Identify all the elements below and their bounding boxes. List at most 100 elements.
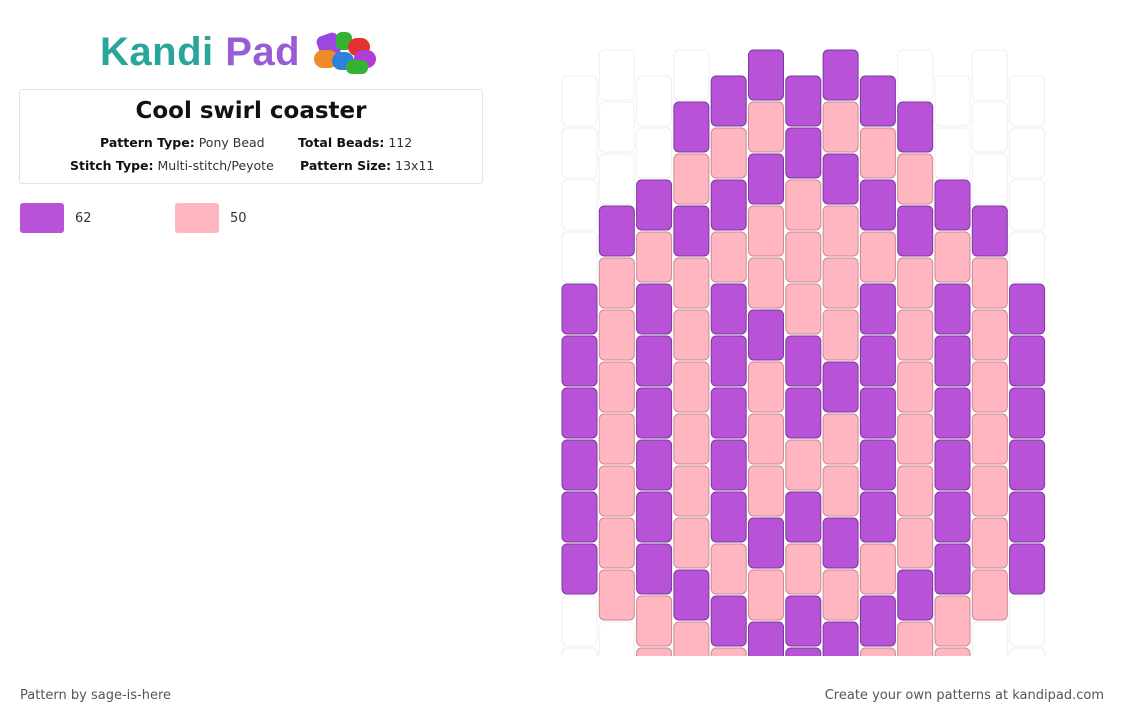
pink-bead: [598, 257, 635, 309]
pink-bead: [971, 309, 1008, 361]
purple-bead: [1009, 283, 1046, 335]
purple-bead: [785, 387, 822, 439]
purple-bead: [710, 439, 747, 491]
pattern-type: Pattern Type: Pony Bead: [100, 135, 265, 150]
pink-bead: [822, 257, 859, 309]
purple-bead: [748, 517, 784, 569]
pink-bead: [748, 205, 784, 257]
pink-bead: [934, 647, 971, 656]
empty-bead: [598, 49, 635, 101]
pink-bead: [971, 569, 1008, 621]
purple-bead: [710, 179, 747, 231]
empty-bead: [673, 49, 710, 101]
pink-bead: [934, 595, 971, 647]
pink-bead: [673, 517, 710, 569]
purple-bead: [673, 205, 710, 257]
purple-bead: [785, 647, 822, 656]
pink-bead: [598, 309, 635, 361]
pattern-title: Cool swirl coaster: [135, 98, 367, 124]
purple-bead: [897, 205, 934, 257]
purple-bead: [785, 335, 822, 387]
pink-bead: [710, 231, 747, 283]
purple-bead: [636, 335, 673, 387]
purple-bead: [673, 101, 710, 153]
purple-bead: [1009, 491, 1046, 543]
pink-bead: [673, 465, 710, 517]
purple-bead: [561, 439, 598, 491]
purple-bead: [748, 309, 784, 361]
pink-bead: [598, 361, 635, 413]
purple-bead: [934, 439, 971, 491]
pink-bead: [822, 205, 859, 257]
total-beads: Total Beads: 112: [298, 135, 413, 150]
purple-bead: [934, 335, 971, 387]
pink-bead: [897, 621, 934, 656]
empty-bead: [934, 75, 971, 127]
purple-bead: [561, 387, 598, 439]
purple-bead: [710, 335, 747, 387]
purple-bead: [934, 387, 971, 439]
create-link[interactable]: Create your own patterns at kandipad.com: [824, 688, 1104, 703]
pink-bead: [710, 127, 747, 179]
pink-bead: [897, 309, 934, 361]
pink-bead: [785, 439, 822, 491]
purple-bead: [710, 595, 747, 647]
pink-bead: [785, 179, 822, 231]
pink-bead: [748, 569, 784, 621]
pink-bead: [859, 127, 896, 179]
pink-bead: [636, 231, 673, 283]
pink-bead: [971, 413, 1008, 465]
pink-bead: [971, 517, 1008, 569]
empty-bead: [1009, 75, 1046, 127]
pink-bead: [822, 569, 859, 621]
empty-bead: [1009, 127, 1046, 179]
pink-bead: [785, 231, 822, 283]
pink-bead: [822, 309, 859, 361]
purple-bead: [859, 595, 896, 647]
empty-bead: [1009, 231, 1046, 283]
purple-bead: [1009, 335, 1046, 387]
purple-bead: [561, 543, 598, 595]
purple-bead: [859, 387, 896, 439]
purple-bead: [897, 101, 934, 153]
pink-bead: [897, 153, 934, 205]
empty-bead: [1009, 179, 1046, 231]
purple-bead: [897, 569, 934, 621]
purple-bead: [1009, 439, 1046, 491]
pink-bead: [971, 465, 1008, 517]
purple-bead: [859, 491, 896, 543]
purple-bead: [934, 543, 971, 595]
purple-bead: [785, 595, 822, 647]
bead-pattern-grid: [561, 49, 1046, 656]
purple-bead: [822, 361, 859, 413]
pink-bead: [748, 257, 784, 309]
pink-bead: [934, 231, 971, 283]
bead-pile-icon: [310, 28, 386, 76]
purple-bead: [934, 283, 971, 335]
pink-bead: [673, 309, 710, 361]
empty-bead: [897, 49, 934, 101]
empty-bead: [598, 153, 635, 205]
empty-bead: [1009, 595, 1046, 647]
empty-bead: [636, 75, 673, 127]
purple-bead: [710, 387, 747, 439]
purple-bead: [636, 179, 673, 231]
pink-bead: [598, 413, 635, 465]
empty-bead: [561, 595, 598, 647]
purple-bead: [561, 335, 598, 387]
purple-bead: [673, 569, 710, 621]
pink-bead: [673, 153, 710, 205]
pink-bead: [598, 517, 635, 569]
pink-bead: [822, 465, 859, 517]
kandipad-logo[interactable]: Kandi Pad: [100, 26, 386, 78]
pink-bead: [710, 647, 747, 656]
empty-bead: [971, 101, 1008, 153]
logo-text: Kandi Pad: [100, 29, 301, 74]
purple-bead: [822, 517, 859, 569]
purple-bead: [859, 179, 896, 231]
purple-bead: [710, 283, 747, 335]
pink-bead: [748, 465, 784, 517]
empty-bead: [1009, 647, 1046, 656]
pink-bead: [598, 465, 635, 517]
pink-bead: [785, 543, 822, 595]
